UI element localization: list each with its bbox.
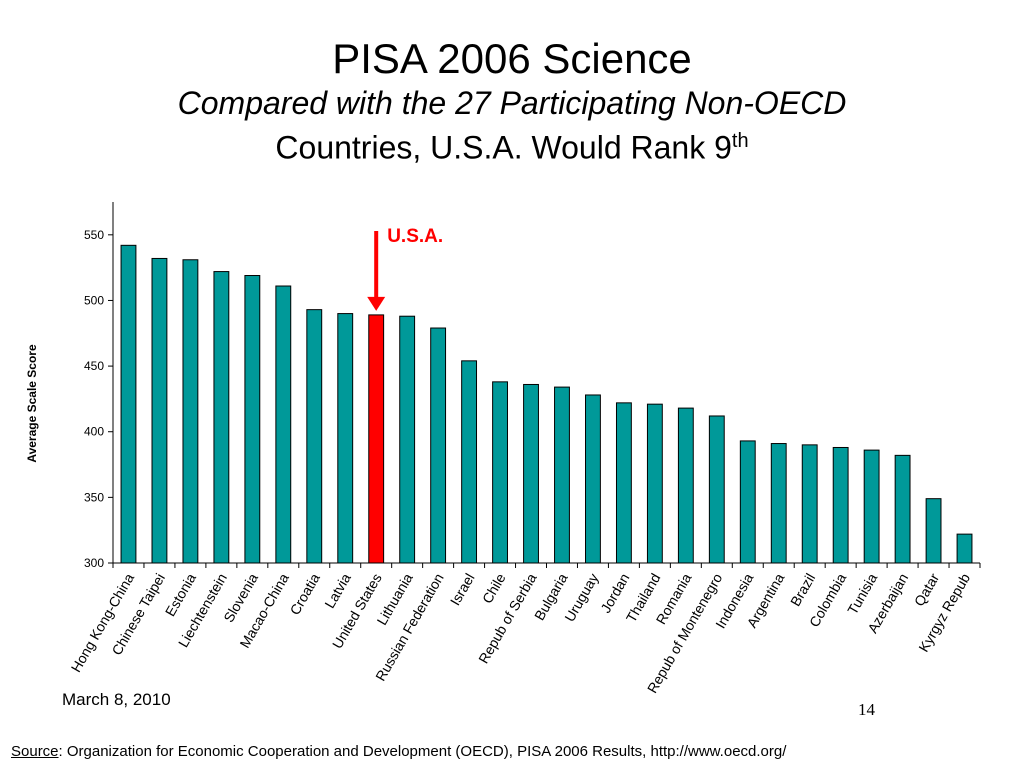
bar-united-states bbox=[368, 314, 385, 564]
y-tick-label: 500 bbox=[84, 293, 104, 307]
bar-croatia bbox=[306, 309, 323, 564]
bar-hong-kong-china bbox=[120, 244, 137, 564]
y-tick-label: 550 bbox=[84, 228, 104, 242]
bar-qatar bbox=[925, 498, 942, 564]
slide-date: March 8, 2010 bbox=[62, 690, 171, 709]
bar-slovenia bbox=[244, 275, 261, 564]
slide-subtitle-line2: Countries, U.S.A. Would Rank 9th bbox=[0, 122, 1024, 167]
x-tick-label: Latvia bbox=[321, 570, 354, 611]
bar-israel bbox=[461, 360, 478, 564]
source-label: Source bbox=[11, 743, 59, 760]
bar-tunisia bbox=[863, 449, 880, 564]
x-tick-label: Israel bbox=[447, 571, 478, 609]
y-tick-label: 400 bbox=[84, 425, 104, 439]
slide-title-block: PISA 2006 Science Compared with the 27 P… bbox=[0, 34, 1024, 167]
bar-chile bbox=[492, 381, 508, 564]
bar-estonia bbox=[182, 259, 199, 564]
bar-jordan bbox=[615, 402, 632, 564]
bar-lithuania bbox=[399, 315, 416, 564]
bar-bulgaria bbox=[554, 386, 570, 564]
bar-russian-federation bbox=[430, 327, 447, 564]
y-tick-label: 350 bbox=[84, 490, 104, 504]
slide-subtitle-line2-text: Countries, U.S.A. Would Rank 9 bbox=[275, 129, 732, 166]
bar-uruguay bbox=[585, 394, 601, 564]
x-tick-label: Chile bbox=[479, 570, 509, 606]
bar-argentina bbox=[770, 443, 787, 564]
y-tick-label: 450 bbox=[84, 359, 104, 373]
bar-latvia bbox=[337, 313, 354, 564]
y-axis-label: Average Scale Score bbox=[25, 344, 39, 463]
bar-colombia bbox=[832, 446, 849, 564]
slide-title: PISA 2006 Science bbox=[332, 35, 692, 82]
source-text: : Organization for Economic Cooperation … bbox=[58, 743, 787, 760]
slide-subtitle-superscript: th bbox=[731, 130, 749, 152]
usa-arrow-head bbox=[367, 296, 386, 311]
usa-annotation-label: U.S.A. bbox=[387, 226, 443, 247]
bar-repub-of-serbia bbox=[523, 383, 539, 564]
x-tick-label: Qatar bbox=[911, 570, 943, 609]
bar-liechtenstein bbox=[213, 271, 230, 564]
bar-repub-of-montenegro bbox=[708, 415, 725, 564]
bar-brazil bbox=[801, 444, 818, 564]
source-note: Source: Organization for Economic Cooper… bbox=[11, 743, 786, 760]
x-tick-label: Croatia bbox=[286, 570, 323, 617]
slide-subtitle-line1: Compared with the 27 Participating Non-O… bbox=[177, 85, 847, 121]
y-tick-label: 300 bbox=[84, 556, 104, 570]
bar-macao-china bbox=[275, 285, 292, 564]
bar-chinese-taipei bbox=[151, 257, 168, 564]
x-tick-label: Brazil bbox=[787, 571, 818, 609]
bar-kyrgyz-repub bbox=[956, 533, 973, 564]
bar-indonesia bbox=[739, 440, 756, 564]
bar-thailand bbox=[646, 403, 663, 564]
bar-azerbaijan bbox=[894, 454, 911, 564]
x-tick-label: Repub of Serbia bbox=[475, 570, 540, 666]
page-number: 14 bbox=[858, 700, 875, 719]
bar-romania bbox=[677, 407, 694, 564]
